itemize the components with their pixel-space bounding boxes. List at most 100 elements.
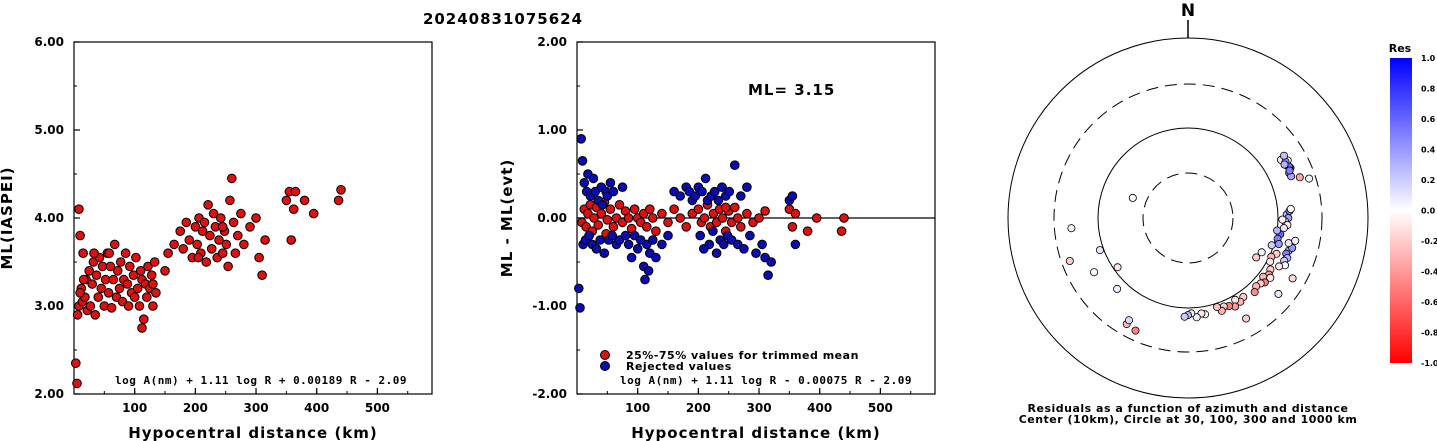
data-point (588, 173, 599, 184)
station-marker (1278, 215, 1287, 224)
station-marker (1291, 236, 1300, 245)
data-point (623, 213, 634, 223)
data-point (129, 292, 140, 303)
data-point (192, 239, 202, 250)
colorbar-ticks: 1.0 0.8 0.6 0.4 0.2 0.0 -0.2 -0.4 -0.6 -0.8 -1.0 (1421, 54, 1437, 368)
data-point (260, 235, 270, 245)
data-point (608, 222, 619, 232)
colorbar-tick-label: -0.2 (1421, 237, 1437, 246)
data-point (648, 213, 658, 223)
y-tick-label: 5.00 (34, 123, 64, 137)
station-marker (1128, 193, 1137, 202)
data-point (629, 204, 640, 214)
station-marker (1213, 303, 1222, 312)
data-point (146, 270, 157, 281)
station-marker (1067, 224, 1076, 233)
station-marker (1274, 289, 1283, 298)
data-point (175, 226, 185, 236)
station-marker (1250, 288, 1259, 297)
x-tick-label: 500 (868, 401, 893, 415)
data-point (223, 261, 233, 272)
ml-vs-distance-panel: 2.00 3.00 4.00 5.00 6.00 100 200 300 400 500 ML(I… (0, 35, 433, 441)
y-axis-label: ML - ML(evt) (498, 159, 516, 277)
data-point (626, 252, 637, 263)
data-point (693, 204, 704, 214)
data-point (632, 244, 643, 254)
data-point (151, 288, 161, 298)
data-point (657, 208, 667, 219)
station-marker (1275, 262, 1284, 271)
data-point (75, 288, 85, 298)
data-point (178, 244, 188, 254)
data-point (336, 185, 346, 195)
station-marker (1257, 248, 1266, 257)
data-point (115, 257, 126, 267)
y-tick-label: 4.00 (34, 211, 64, 225)
station-marker (1280, 151, 1289, 160)
data-point (149, 257, 160, 267)
legend-rejected-label: Rejected values (626, 360, 732, 373)
ring-30km (1142, 172, 1234, 264)
data-point (605, 178, 616, 188)
data-point (74, 204, 84, 214)
station-marker (1131, 326, 1140, 335)
caption-line-2: Center (10km), Circle at 30, 100, 300 an… (1019, 413, 1358, 426)
data-point (203, 200, 213, 210)
data-point (717, 182, 727, 192)
data-point (690, 191, 701, 201)
data-point (131, 252, 141, 263)
station-marker (1267, 241, 1276, 250)
data-point (574, 283, 584, 294)
data-point (605, 204, 616, 214)
y-axis-label: ML(IASPEI) (0, 166, 16, 269)
colorbar-tick-label: -0.8 (1421, 329, 1437, 338)
colorbar-tick-label: 0.8 (1421, 85, 1436, 94)
x-tick-label: 100 (122, 401, 147, 415)
data-point (299, 195, 310, 206)
data-point (123, 301, 134, 311)
data-point (78, 248, 88, 258)
data-point (120, 248, 131, 258)
data-point (599, 248, 610, 258)
data-point (72, 310, 83, 320)
data-point (214, 235, 224, 245)
data-point (651, 252, 661, 263)
data-point (669, 204, 679, 214)
station-marker (1192, 313, 1201, 322)
data-point (576, 134, 587, 144)
data-point (648, 235, 658, 245)
data-point (730, 160, 740, 170)
x-tick-label: 300 (244, 401, 269, 415)
figure-title: 20240831075624 (423, 10, 583, 28)
data-point (584, 230, 594, 241)
data-point (89, 248, 99, 258)
legend-accepted-label: 25%-75% values for trimmed mean (626, 349, 859, 362)
data-point (730, 202, 740, 213)
data-point (184, 235, 195, 245)
data-point (87, 279, 97, 289)
data-point (579, 178, 590, 188)
data-point (577, 156, 588, 166)
data-point (620, 230, 631, 241)
data-point (333, 195, 344, 206)
station-marker (1113, 263, 1122, 272)
data-point (254, 252, 264, 263)
azimuth-residual-map: N Residuals as a function of azimuth and… (1007, 1, 1369, 426)
station-markers (1065, 151, 1314, 335)
data-point (71, 358, 81, 369)
data-point (108, 274, 119, 285)
data-point (675, 213, 686, 223)
data-point (640, 274, 650, 285)
data-point (719, 239, 729, 250)
data-point (105, 261, 116, 272)
station-marker (1266, 273, 1275, 282)
data-point (709, 186, 720, 197)
station-marker (1090, 268, 1099, 277)
colorbar-tick-label: 0.6 (1421, 115, 1436, 124)
data-point (595, 235, 605, 245)
data-point (308, 208, 319, 219)
data-point (642, 222, 652, 232)
data-point (657, 239, 667, 250)
data-point (112, 266, 123, 276)
data-point (286, 235, 297, 245)
